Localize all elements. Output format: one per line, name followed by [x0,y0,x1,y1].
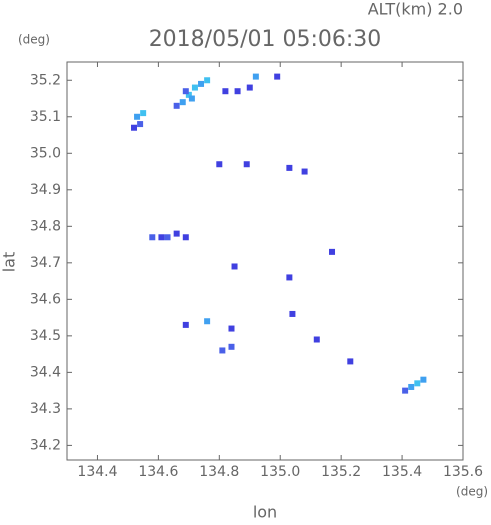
y-tick-label: 35.2 [30,72,61,88]
echo-point [228,343,235,350]
y-tick-label: 34.7 [30,255,61,271]
y-tick-label: 35.1 [30,109,61,125]
y-tick-label: 34.5 [30,328,61,344]
x-tick-label: 134.4 [77,464,117,480]
echo-point [329,248,336,255]
echo-point [140,110,147,117]
echo-point [179,99,186,106]
echo-point [252,73,259,80]
x-tick-label: 134.6 [138,464,178,480]
echo-point [191,84,198,91]
echo-point [286,164,293,171]
echo-point [158,234,165,241]
y-tick-label: 34.8 [30,218,61,234]
echo-point [131,124,138,131]
x-axis-label: lon [253,503,277,522]
x-tick-label: 134.8 [199,464,239,480]
x-tick-label: 135.6 [443,464,483,480]
echo-point [274,73,281,80]
echo-point [414,380,421,387]
echo-point [164,234,171,241]
echo-point [182,234,189,241]
echo-point [243,161,250,168]
echo-point [286,274,293,281]
echo-point [173,230,180,237]
echo-point [173,102,180,109]
echo-point [204,318,211,325]
y-tick-label: 34.2 [30,437,61,453]
echo-point [216,161,223,168]
echo-point [347,358,354,365]
echo-point [185,91,192,98]
x-tick-label: 135.0 [260,464,300,480]
plot-frame [66,61,464,461]
x-tick-label: 135.2 [321,464,361,480]
echo-point [198,80,205,87]
echo-point [301,168,308,175]
echo-point [313,336,320,343]
echo-point [204,77,211,84]
y-tick-label: 35.0 [30,145,61,161]
y-tick-label: 34.3 [30,401,61,417]
chart-title: 2018/05/01 05:06:30 [149,27,382,52]
echo-point [231,263,238,270]
altitude-label: ALT(km) 2.0 [368,0,463,19]
y-tick-label: 34.9 [30,182,61,198]
echo-point [134,113,141,120]
echo-point [222,88,229,95]
echo-point [182,88,189,95]
echo-point [402,387,409,394]
echo-point [420,376,427,383]
echo-point [182,321,189,328]
echo-point [188,95,195,102]
x-unit: (deg) [456,485,488,499]
x-tick-label: 135.4 [382,464,422,480]
y-axis-label: lat [0,252,19,273]
echo-point [219,347,226,354]
echo-point [246,84,253,91]
echo-point [408,383,415,390]
echo-point [289,310,296,317]
echo-point [234,88,241,95]
y-unit: (deg) [18,33,50,47]
y-tick-label: 34.6 [30,291,61,307]
echo-point [149,234,156,241]
y-tick-label: 34.4 [30,364,61,380]
echo-point [228,325,235,332]
echo-point [137,121,144,128]
